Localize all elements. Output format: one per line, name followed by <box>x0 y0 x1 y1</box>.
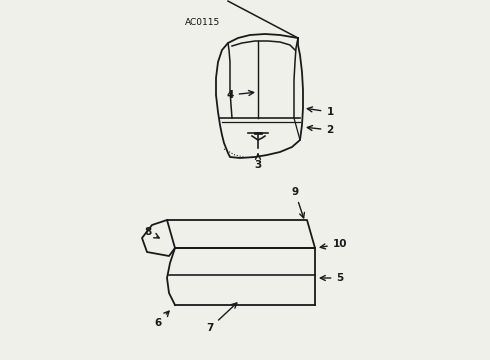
Text: 9: 9 <box>292 187 304 218</box>
Text: 6: 6 <box>154 311 169 328</box>
Text: 4: 4 <box>226 90 254 100</box>
Text: 7: 7 <box>206 303 237 333</box>
Text: 5: 5 <box>320 273 343 283</box>
Text: 2: 2 <box>307 125 334 135</box>
Text: 8: 8 <box>145 227 159 238</box>
Text: 3: 3 <box>254 154 262 170</box>
Text: AC0115: AC0115 <box>185 18 220 27</box>
Text: 10: 10 <box>320 239 347 249</box>
Text: 1: 1 <box>307 107 334 117</box>
